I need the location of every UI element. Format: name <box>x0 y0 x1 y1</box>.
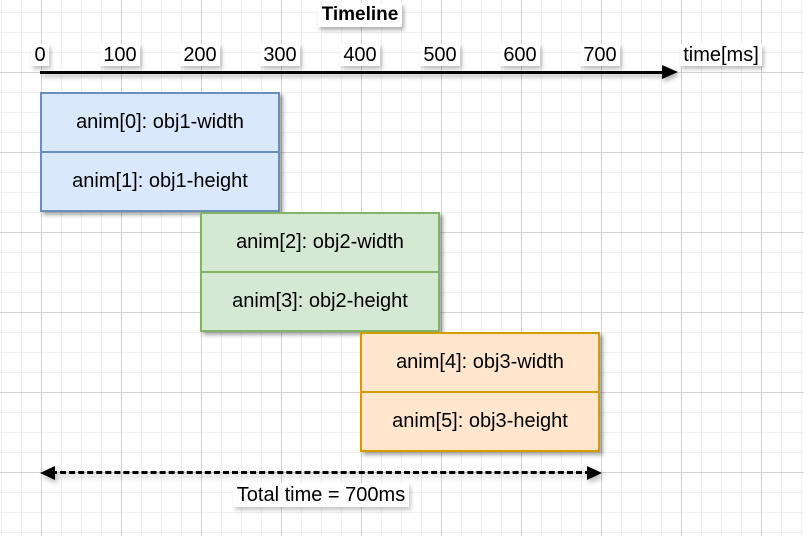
axis-tick-label: 100 <box>100 44 140 66</box>
axis-tick-200: 200 <box>165 42 235 68</box>
axis-tick-600: 600 <box>485 42 555 68</box>
anim-row: anim[3]: obj2-height <box>232 290 408 312</box>
total-time-label: Total time = 700ms <box>232 483 410 507</box>
diagram-title-wrap: Timeline <box>260 2 460 28</box>
axis-tick-label: 500 <box>420 44 460 66</box>
anim-row: anim[1]: obj1-height <box>72 170 248 192</box>
axis-tick-500: 500 <box>405 42 475 68</box>
anim-row: anim[4]: obj3-width <box>362 334 598 393</box>
axis-arrowhead-icon <box>662 65 678 79</box>
axis-tick-row: 0 100 200 300 400 500 600 700 time[ms] <box>0 42 804 68</box>
arrowhead-right-icon <box>587 466 602 480</box>
total-time-label-wrap: Total time = 700ms <box>121 482 521 508</box>
axis-tick-label: 0 <box>31 44 49 66</box>
time-axis <box>0 0 804 90</box>
dashed-line <box>51 471 591 474</box>
axis-unit-label: time[ms] <box>680 44 762 66</box>
axis-unit-label-wrap: time[ms] <box>671 42 771 68</box>
track-obj1: anim[0]: obj1-width anim[1]: obj1-height <box>40 92 280 212</box>
axis-tick-300: 300 <box>245 42 315 68</box>
axis-tick-100: 100 <box>85 42 155 68</box>
anim-row: anim[0]: obj1-width <box>42 94 278 153</box>
axis-tick-label: 700 <box>580 44 620 66</box>
arrowhead-left-icon <box>40 466 55 480</box>
diagram-title: Timeline <box>317 3 403 27</box>
axis-tick-400: 400 <box>325 42 395 68</box>
anim-row: anim[5]: obj3-height <box>392 410 568 432</box>
axis-line <box>40 71 664 74</box>
axis-tick-label: 200 <box>180 44 220 66</box>
anim-row: anim[2]: obj2-width <box>202 214 438 273</box>
axis-tick-label: 400 <box>340 44 380 66</box>
track-obj2: anim[2]: obj2-width anim[3]: obj2-height <box>200 212 440 332</box>
total-time-arrow <box>40 466 602 480</box>
axis-tick-label: 600 <box>500 44 540 66</box>
axis-tick-700: 700 <box>565 42 635 68</box>
axis-tick-label: 300 <box>260 44 300 66</box>
axis-tick-0: 0 <box>5 42 75 68</box>
track-obj3: anim[4]: obj3-width anim[5]: obj3-height <box>360 332 600 452</box>
